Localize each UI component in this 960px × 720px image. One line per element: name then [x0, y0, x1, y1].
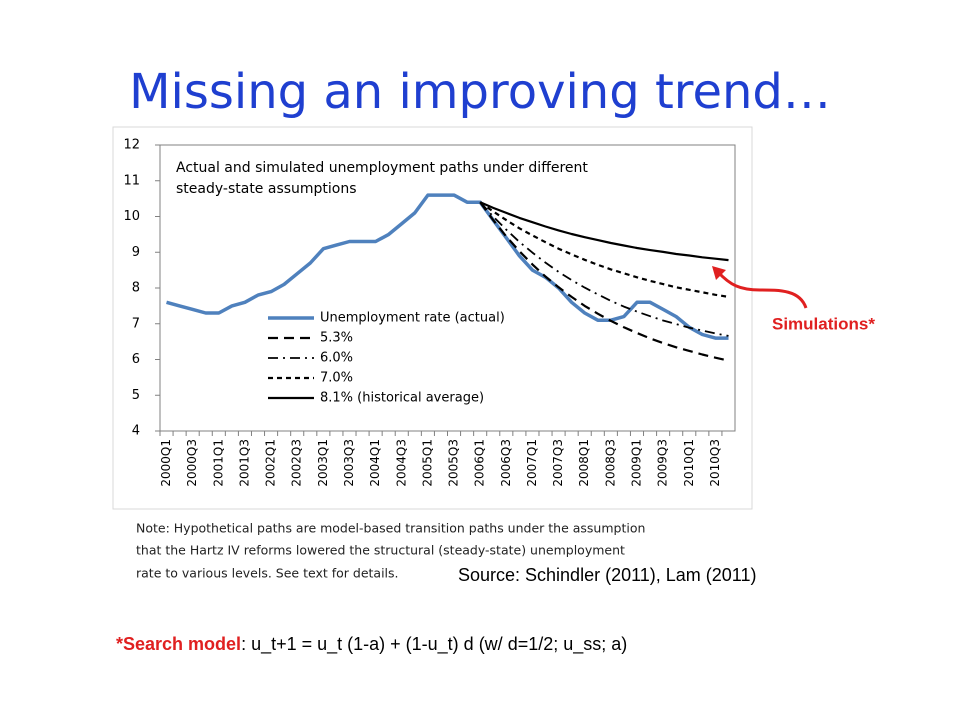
x-tick-label: 2006Q1 [473, 439, 487, 487]
x-tick-label: 2009Q3 [656, 439, 670, 487]
x-tick-label: 2001Q3 [237, 439, 251, 487]
x-tick-label: 2004Q1 [368, 439, 382, 487]
legend-label: 7.0% [320, 371, 353, 386]
x-tick-label: 2008Q1 [577, 439, 591, 487]
series-line [479, 201, 729, 337]
chart-frame [112, 126, 753, 510]
legend-label: 5.3% [320, 331, 353, 346]
x-tick-label: 2002Q3 [290, 439, 304, 487]
x-tick-label: 2000Q3 [185, 439, 199, 487]
x-tick-label: 2000Q1 [159, 439, 173, 487]
x-tick-label: 2002Q1 [264, 439, 278, 487]
legend-label: 8.1% (historical average) [320, 391, 484, 406]
series-line [479, 201, 729, 362]
x-tick-label: 2007Q3 [551, 439, 565, 487]
y-tick-label: 9 [132, 245, 140, 260]
x-tick-label: 2003Q1 [316, 439, 330, 487]
x-tick-label: 2005Q3 [447, 439, 461, 487]
series-line [479, 201, 729, 262]
x-tick-label: 2010Q1 [682, 439, 696, 487]
y-tick-label: 8 [132, 281, 140, 296]
footer: *Search model: u_t+1 = u_t (1-a) + (1-u_… [116, 634, 627, 655]
y-tick-label: 4 [132, 424, 140, 439]
y-tick-label: 5 [132, 388, 140, 403]
source: Source: Schindler (2011), Lam (2011) [458, 565, 757, 585]
y-tick-label: 11 [123, 173, 140, 188]
slide-title: Missing an improving trend… [129, 64, 831, 120]
series-line [166, 193, 729, 340]
x-tick-label: 2007Q1 [525, 439, 539, 487]
series-line [479, 201, 729, 298]
note: rate to various levels. See text for det… [136, 566, 399, 581]
annotation: Simulations* [772, 314, 875, 333]
note: Note: Hypothetical paths are model-based… [136, 521, 645, 536]
x-tick-label: 2005Q1 [420, 439, 434, 487]
x-tick-label: 2010Q3 [708, 439, 722, 487]
y-tick-label: 7 [132, 316, 140, 331]
arrow-head [712, 266, 726, 280]
chart-title: Actual and simulated unemployment paths … [176, 160, 588, 176]
y-tick-label: 6 [132, 352, 140, 367]
chart-title: steady-state assumptions [176, 181, 357, 197]
y-tick-label: 12 [123, 138, 140, 153]
x-tick-label: 2004Q3 [394, 439, 408, 487]
x-tick-label: 2001Q1 [211, 439, 225, 487]
legend-label: Unemployment rate (actual) [320, 311, 505, 326]
footer-text: : u_t+1 = u_t (1-a) + (1-u_t) d (w/ d=1/… [241, 634, 627, 655]
x-tick-label: 2006Q3 [499, 439, 513, 487]
annotation-arrow [716, 270, 808, 309]
footer-highlight: *Search model [116, 634, 241, 654]
x-tick-label: 2009Q1 [629, 439, 643, 487]
note: that the Hartz IV reforms lowered the st… [136, 543, 625, 558]
x-tick-label: 2008Q3 [603, 439, 617, 487]
legend-label: 6.0% [320, 351, 353, 366]
y-tick-label: 10 [123, 209, 140, 224]
x-tick-label: 2003Q3 [342, 439, 356, 487]
